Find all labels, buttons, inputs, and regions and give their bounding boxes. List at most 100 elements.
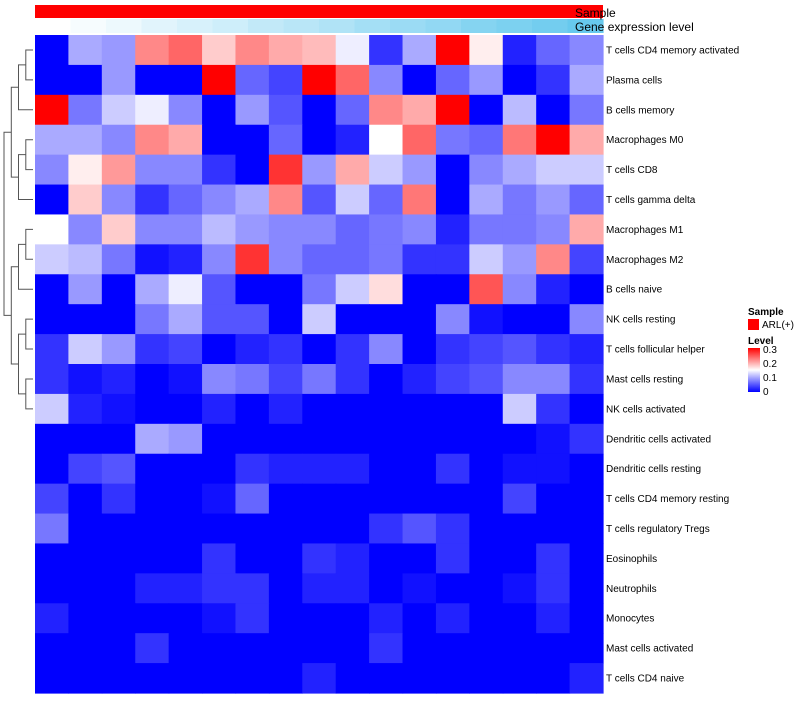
- heatmap-cell: [536, 393, 571, 425]
- legend-sample-swatch: [748, 319, 759, 330]
- heatmap-cell: [202, 633, 237, 664]
- heatmap-cell: [469, 513, 504, 545]
- dendrogram-branch: [25, 139, 33, 171]
- heatmap-cell: [35, 94, 70, 126]
- heatmap-cell: [168, 573, 203, 604]
- heatmap-cell: [502, 94, 537, 126]
- heatmap-cell: [168, 603, 203, 634]
- heatmap-cell: [502, 453, 537, 485]
- heatmap-cell: [335, 393, 370, 425]
- heatmap-cell: [469, 64, 504, 96]
- annotation-expression-cell: [354, 19, 391, 33]
- heatmap-cell: [569, 274, 604, 305]
- heatmap-cell: [35, 274, 70, 305]
- heatmap-cell: [435, 513, 470, 545]
- heatmap-cell: [268, 663, 303, 694]
- heatmap-cell: [335, 304, 370, 335]
- heatmap-cell: [35, 364, 70, 395]
- heatmap-cell: [469, 483, 504, 515]
- heatmap-cell: [202, 334, 237, 365]
- heatmap-cell: [35, 513, 70, 545]
- heatmap-cell: [101, 124, 136, 156]
- heatmap-cell: [135, 154, 170, 186]
- heatmap-cell: [68, 603, 103, 634]
- heatmap-cell: [502, 214, 537, 245]
- heatmap-cell: [202, 453, 237, 485]
- heatmap-cell: [536, 35, 571, 66]
- heatmap-cell: [502, 154, 537, 186]
- heatmap-cell: [235, 64, 270, 96]
- heatmap-cell: [435, 124, 470, 156]
- annotation-sample-bar: [35, 5, 603, 18]
- heatmap-cell: [502, 334, 537, 365]
- heatmap-cell: [502, 35, 537, 66]
- heatmap-cell: [35, 214, 70, 245]
- heatmap-cell: [235, 393, 270, 425]
- heatmap-cell: [68, 423, 103, 455]
- heatmap-cell: [402, 214, 437, 245]
- heatmap-cell: [502, 663, 537, 694]
- heatmap-cell: [335, 94, 370, 126]
- heatmap-cell: [536, 304, 571, 335]
- heatmap-cell: [268, 304, 303, 335]
- heatmap-cell: [168, 543, 203, 574]
- heatmap-cell: [335, 214, 370, 245]
- heatmap-cell: [569, 543, 604, 574]
- heatmap-cell: [435, 274, 470, 305]
- heatmap-cell: [569, 64, 604, 96]
- heatmap-cell: [335, 124, 370, 156]
- heatmap-cell: [302, 513, 337, 545]
- heatmap-cell: [135, 573, 170, 604]
- heatmap-cell: [502, 244, 537, 275]
- annotation-expression-cell: [567, 19, 604, 33]
- heatmap-cell: [68, 483, 103, 515]
- heatmap-cell: [469, 244, 504, 275]
- heatmap-cell: [101, 274, 136, 305]
- heatmap-cell: [536, 244, 571, 275]
- heatmap-cell: [35, 304, 70, 335]
- heatmap-cell: [302, 64, 337, 96]
- heatmap-cell: [35, 423, 70, 455]
- row-label: Macrophages M1: [606, 225, 684, 236]
- heatmap-cell: [68, 304, 103, 335]
- heatmap-cell: [235, 423, 270, 455]
- heatmap-cell: [469, 423, 504, 455]
- heatmap-cell: [335, 35, 370, 66]
- heatmap-cell: [369, 304, 404, 335]
- heatmap-cell: [402, 543, 437, 574]
- heatmap-cell: [536, 214, 571, 245]
- heatmap-cell: [101, 64, 136, 96]
- heatmap-cell: [435, 393, 470, 425]
- heatmap-cell: [335, 603, 370, 634]
- heatmap-cell: [68, 364, 103, 395]
- heatmap-cell: [435, 64, 470, 96]
- heatmap-cell: [202, 364, 237, 395]
- heatmap-cell: [502, 483, 537, 515]
- heatmap-cell: [168, 154, 203, 186]
- heatmap-cell: [268, 334, 303, 365]
- heatmap-cell: [68, 543, 103, 574]
- heatmap-cell: [35, 393, 70, 425]
- heatmap-cell: [469, 364, 504, 395]
- legend-level-tick: 0.2: [763, 359, 777, 370]
- heatmap-cell: [168, 453, 203, 485]
- heatmap-cell: [569, 393, 604, 425]
- dendrogram-branch: [25, 378, 33, 410]
- heatmap-cell: [369, 124, 404, 156]
- heatmap-cell: [302, 214, 337, 245]
- annotation-expression-cell: [532, 19, 569, 33]
- heatmap-cell: [268, 124, 303, 156]
- legend-level-tick: 0.3: [763, 345, 777, 356]
- row-label: B cells memory: [606, 105, 674, 116]
- heatmap-cell: [569, 423, 604, 455]
- dendrogram-branch: [10, 86, 19, 178]
- heatmap-cell: [235, 94, 270, 126]
- heatmap-cell: [302, 274, 337, 305]
- heatmap-cell: [369, 543, 404, 574]
- heatmap-cell: [369, 154, 404, 186]
- heatmap-cell: [202, 124, 237, 156]
- annotation-expression-cell: [212, 19, 249, 33]
- heatmap-cell: [435, 94, 470, 126]
- heatmap-cell: [135, 453, 170, 485]
- heatmap-cell: [35, 483, 70, 515]
